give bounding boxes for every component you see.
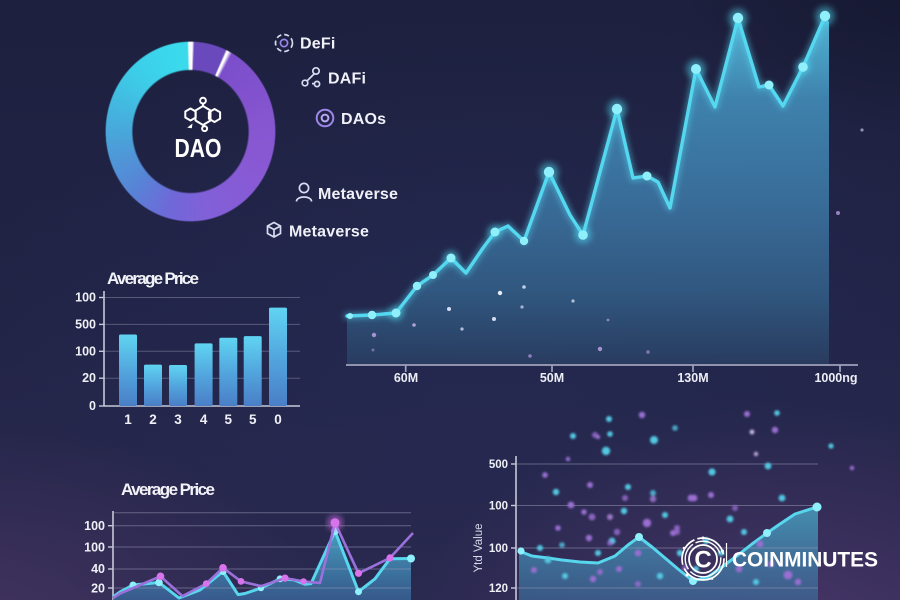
svg-text:DAOs: DAOs xyxy=(341,111,386,128)
svg-text:3: 3 xyxy=(174,412,182,427)
svg-text:100: 100 xyxy=(84,541,105,555)
svg-text:Metaverse: Metaverse xyxy=(289,224,369,241)
svg-text:5: 5 xyxy=(249,412,257,427)
svg-text:100: 100 xyxy=(489,501,508,513)
svg-text:60M: 60M xyxy=(394,371,418,385)
svg-text:Average Price: Average Price xyxy=(121,480,215,499)
svg-text:0: 0 xyxy=(89,399,96,413)
svg-text:2: 2 xyxy=(149,412,157,427)
svg-text:100: 100 xyxy=(75,291,96,305)
svg-text:DAO: DAO xyxy=(175,133,222,163)
svg-text:Metaverse: Metaverse xyxy=(318,186,398,203)
svg-text:C: C xyxy=(694,547,711,574)
svg-text:500: 500 xyxy=(75,317,96,331)
svg-text:50M: 50M xyxy=(540,371,564,385)
svg-text:20: 20 xyxy=(82,371,96,385)
svg-text:4: 4 xyxy=(200,412,208,427)
svg-text:DeFi: DeFi xyxy=(300,36,335,53)
svg-text:1000ng: 1000ng xyxy=(814,371,857,385)
svg-text:COINMINUTES: COINMINUTES xyxy=(732,548,878,572)
svg-text:120: 120 xyxy=(489,583,508,595)
svg-text:40: 40 xyxy=(91,562,105,576)
svg-text:100: 100 xyxy=(75,344,96,358)
svg-text:100: 100 xyxy=(489,543,508,555)
svg-text:5: 5 xyxy=(225,412,233,427)
svg-text:130M: 130M xyxy=(677,371,708,385)
svg-text:1: 1 xyxy=(124,412,132,427)
svg-text:Average Price: Average Price xyxy=(107,269,199,288)
svg-text:20: 20 xyxy=(91,582,105,596)
svg-text:DAFi: DAFi xyxy=(328,71,366,88)
svg-text:500: 500 xyxy=(489,459,508,471)
svg-text:100: 100 xyxy=(84,519,105,533)
svg-text:Ytd Value: Ytd Value xyxy=(473,523,485,572)
svg-text:0: 0 xyxy=(274,412,282,427)
